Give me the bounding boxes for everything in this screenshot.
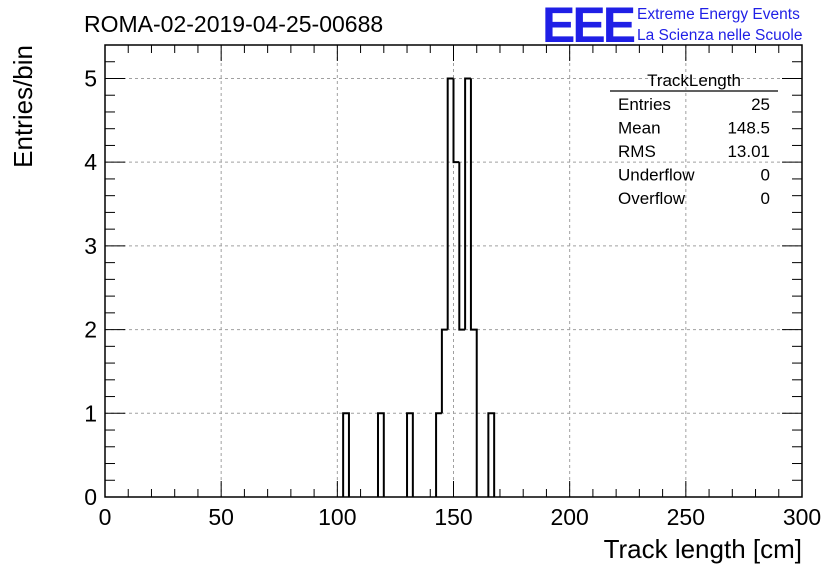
x-tick-label: 0 <box>99 504 112 530</box>
y-tick-label: 0 <box>84 484 97 510</box>
histogram-bin <box>452 78 460 164</box>
stats-row-value: 0 <box>761 189 770 208</box>
histogram-bin <box>458 162 466 331</box>
histogram-bin <box>342 412 350 497</box>
histogram-bin <box>446 77 454 330</box>
stats-title: TrackLength <box>647 71 741 90</box>
eee-logo: EEE <box>542 0 635 53</box>
logo-subtitle-2: La Scienza nelle Scuole <box>637 27 802 44</box>
x-tick-label: 300 <box>783 504 821 530</box>
stats-row-value: 0 <box>761 166 770 185</box>
x-axis-label: Track length [cm] <box>604 534 802 564</box>
y-tick-label: 3 <box>84 233 97 259</box>
histogram-bin <box>487 412 496 497</box>
stats-row-value: 13.01 <box>727 142 770 161</box>
x-tick-label: 250 <box>667 504 705 530</box>
stats-row-value: 25 <box>751 95 770 114</box>
stats-box: TrackLength Entries 25 Mean 148.5 RMS 13.01 Un… <box>610 71 778 208</box>
stats-row-value: 148.5 <box>727 119 770 138</box>
stats-row-label: Underflow <box>618 166 695 185</box>
y-tick-label: 5 <box>84 65 97 91</box>
x-tick-label: 100 <box>318 504 356 530</box>
y-tick-label: 2 <box>84 317 97 343</box>
x-tick-label: 200 <box>550 504 588 530</box>
stats-row-label: RMS <box>618 142 656 161</box>
y-axis-label: Entries/bin <box>8 45 38 168</box>
logo-subtitle-1: Extreme Energy Events <box>637 6 800 23</box>
y-tick-label: 4 <box>84 149 97 175</box>
histogram-bin <box>376 412 385 497</box>
y-tick-label: 1 <box>84 400 97 426</box>
histogram-bars <box>342 77 496 497</box>
stats-row-label: Entries <box>618 95 671 114</box>
histogram-bin <box>440 328 448 414</box>
histogram-bin <box>464 77 471 330</box>
plot-frame <box>104 44 803 498</box>
histogram-bin <box>469 78 478 497</box>
x-tick-label: 150 <box>434 504 472 530</box>
stats-row-label: Mean <box>618 119 661 138</box>
x-tick-label: 50 <box>208 504 234 530</box>
run-title: ROMA-02-2019-04-25-00688 <box>84 11 383 37</box>
stats-row-label: Overflow <box>618 189 686 208</box>
histogram-bin <box>435 412 442 497</box>
histogram-bin <box>406 412 414 497</box>
